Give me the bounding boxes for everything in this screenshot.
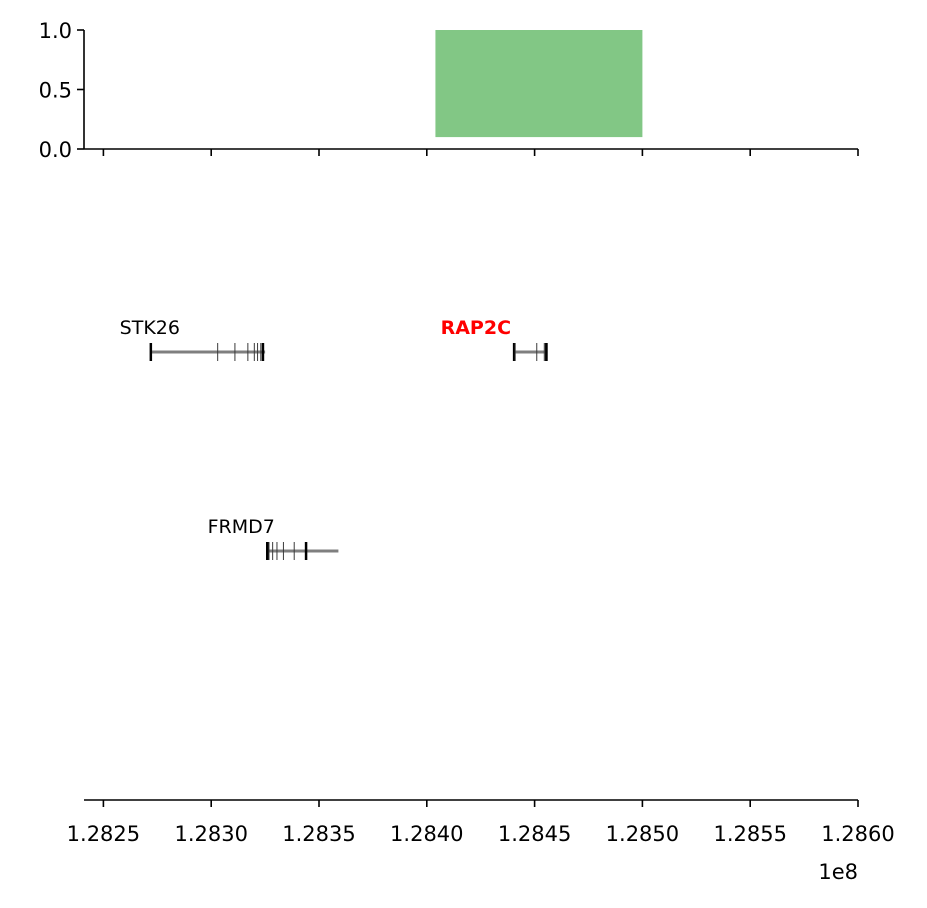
gene-x-tick-label-6: 1.2855 [713, 822, 786, 846]
gene-frmd7: FRMD7 [208, 516, 339, 560]
gene-track-panel: STK26 RAP2C FRMD7 1.2825 1.2830 1.2835 1.2840… [67, 317, 895, 846]
signal-y-tick-label-0: 0.0 [39, 138, 72, 162]
gene-x-tick-label-2: 1.2835 [282, 822, 355, 846]
gene-x-tick-label-3: 1.2840 [390, 822, 463, 846]
gene-x-tick-label-7: 1.2860 [821, 822, 894, 846]
gene-rap2c: RAP2C [441, 317, 548, 361]
signal-y-tick-label-2: 1.0 [39, 19, 72, 43]
gene-x-tick-label-4: 1.2845 [498, 822, 571, 846]
gene-stk26: STK26 [120, 317, 266, 361]
signal-bars [435, 30, 643, 138]
signal-track-panel: 0.0 0.5 1.0 [39, 19, 859, 162]
gene-label-rap2c: RAP2C [441, 317, 511, 339]
gene-axes: 1.2825 1.2830 1.2835 1.2840 1.2845 1.2850 1.28… [67, 799, 895, 846]
signal-y-tick-label-1: 0.5 [39, 79, 72, 103]
x-axis-offset-label: 1e8 [818, 860, 858, 884]
gene-models: STK26 RAP2C FRMD7 [120, 317, 548, 560]
gene-x-tick-label-0: 1.2825 [67, 822, 140, 846]
gene-x-tick-label-1: 1.2830 [174, 822, 247, 846]
signal-bar-0 [435, 30, 643, 138]
gene-label-stk26: STK26 [120, 317, 180, 339]
gene-label-frmd7: FRMD7 [208, 516, 275, 538]
signal-axes: 0.0 0.5 1.0 [39, 19, 859, 162]
gene-x-tick-label-5: 1.2850 [606, 822, 679, 846]
